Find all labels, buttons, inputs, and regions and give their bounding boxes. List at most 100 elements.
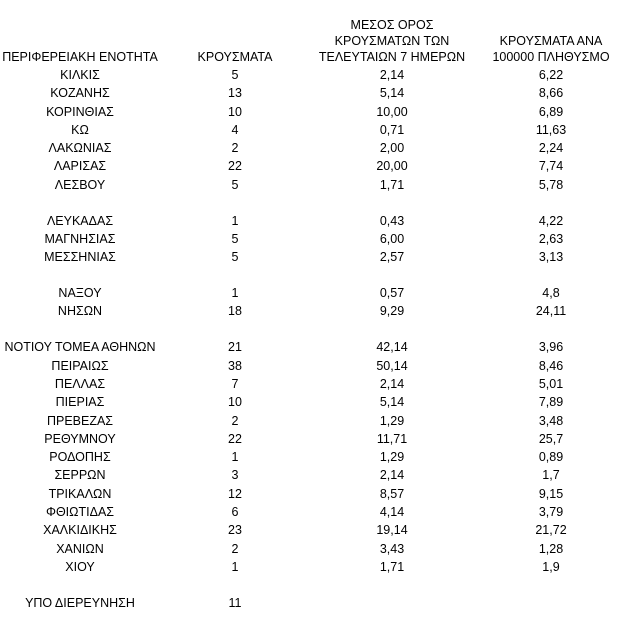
header-avg7-line: ΚΡΟΥΣΜΑΤΩΝ ΤΩΝ: [334, 34, 450, 48]
cases-cell: 5: [231, 177, 239, 192]
cases-cell: 21: [228, 340, 242, 355]
avg7-cell: 1,71: [379, 177, 405, 192]
cases-cell: 1: [231, 213, 239, 228]
avg7-cell: 5,14: [379, 395, 405, 410]
region-cell: ΝΗΣΩΝ: [57, 304, 103, 319]
cases-cell: 7: [231, 376, 239, 391]
per100k-cell: 21,72: [535, 523, 567, 538]
cases-cell: 38: [228, 358, 242, 373]
table-row: ΚΩ 4 0,71 11,63: [0, 121, 624, 139]
per100k-cell: 2,63: [538, 231, 564, 246]
avg7-cell: 8,57: [379, 486, 405, 501]
header-per100k: ΚΡΟΥΣΜΑΤΑ ΑΝΑ 100000 ΠΛΗΘΥΣΜΟ: [478, 33, 624, 65]
avg7-cell: 10,00: [376, 104, 408, 119]
region-cell: ΧΑΛΚΙΔΙΚΗΣ: [43, 523, 117, 538]
region-cell: ΜΕΣΣΗΝΙΑΣ: [44, 250, 116, 265]
avg7-cell: 4,14: [379, 505, 405, 520]
avg7-cell: 11,71: [376, 431, 408, 446]
table-row: ΧΑΛΚΙΔΙΚΗΣ 23 19,14 21,72: [0, 521, 624, 539]
cases-cell: 10: [228, 104, 242, 119]
table-row: ΝΟΤΙΟΥ ΤΟΜΕΑ ΑΘΗΝΩΝ 21 42,14 3,96: [0, 338, 624, 356]
region-cell: ΚΟΖΑΝΗΣ: [50, 86, 110, 101]
avg7-cell: 1,29: [379, 450, 405, 465]
table-row: ΣΕΡΡΩΝ 3 2,14 1,7: [0, 466, 624, 484]
region-cell: ΝΟΤΙΟΥ ΤΟΜΕΑ ΑΘΗΝΩΝ: [4, 340, 156, 355]
header-cases-line: ΚΡΟΥΣΜΑΤΑ: [197, 50, 273, 64]
avg7-cell: 20,00: [376, 159, 408, 174]
region-cell: ΣΕΡΡΩΝ: [54, 468, 106, 483]
region-cell: ΧΙΟΥ: [65, 559, 95, 574]
header-avg7-line: ΤΕΛΕΥΤΑΙΩΝ 7 ΗΜΕΡΩΝ: [318, 50, 466, 64]
per100k-cell: 24,11: [535, 304, 567, 319]
header-per100k-line: ΚΡΟΥΣΜΑΤΑ ΑΝΑ: [499, 34, 603, 48]
cases-cell: 1: [231, 450, 239, 465]
table-row: ΚΙΛΚΙΣ 5 2,14 6,22: [0, 66, 624, 84]
header-per100k-line: 100000 ΠΛΗΘΥΣΜΟ: [492, 50, 610, 64]
table-row: ΠΕΙΡΑΙΩΣ 38 50,14 8,46: [0, 357, 624, 375]
cases-cell: 10: [228, 395, 242, 410]
cases-cell: 23: [228, 523, 242, 538]
per100k-cell: 2,24: [538, 141, 564, 156]
region-cell: ΝΑΞΟΥ: [58, 286, 102, 301]
region-cell: ΥΠΟ ΔΙΕΡΕΥΝΗΣΗ: [25, 595, 135, 610]
avg7-cell: 3,43: [379, 541, 405, 556]
per100k-cell: 6,22: [538, 68, 564, 82]
avg7-cell: 2,14: [379, 68, 405, 82]
table-row: ΡΕΘΥΜΝΟΥ 22 11,71 25,7: [0, 430, 624, 448]
avg7-cell: 2,00: [379, 141, 405, 156]
cases-cell: 4: [231, 122, 239, 137]
table-row: ΧΑΝΙΩΝ 2 3,43 1,28: [0, 540, 624, 558]
header-avg7: ΜΕΣΟΣ ΟΡΟΣ ΚΡΟΥΣΜΑΤΩΝ ΤΩΝ ΤΕΛΕΥΤΑΙΩΝ 7 ΗΜΕ…: [312, 17, 472, 65]
per100k-cell: 3,48: [538, 413, 564, 428]
avg7-cell: 50,14: [376, 358, 408, 373]
avg7-cell: 0,71: [379, 122, 405, 137]
per100k-cell: 3,96: [538, 340, 564, 355]
avg7-cell: 42,14: [376, 340, 408, 355]
cases-cell: 18: [228, 304, 242, 319]
table-row: ΜΑΓΝΗΣΙΑΣ 5 6,00 2,63: [0, 230, 624, 248]
row-spacer: [0, 576, 624, 594]
per100k-cell: 5,78: [538, 177, 564, 192]
per100k-cell: 1,9: [542, 559, 560, 574]
header-avg7-line: ΜΕΣΟΣ ΟΡΟΣ: [350, 18, 434, 32]
cases-cell: 22: [228, 431, 242, 446]
cases-cell: 22: [228, 159, 242, 174]
region-cell: ΦΘΙΩΤΙΔΑΣ: [45, 505, 115, 520]
header-region-line: ΠΕΡΙΦΕΡΕΙΑΚΗ ΕΝΟΤΗΤΑ: [2, 50, 158, 64]
table-row: ΦΘΙΩΤΙΔΑΣ 6 4,14 3,79: [0, 503, 624, 521]
region-cell: ΠΙΕΡΙΑΣ: [55, 395, 105, 410]
per100k-cell: 3,13: [538, 250, 564, 265]
per100k-cell: 7,89: [538, 395, 564, 410]
cases-cell: 1: [231, 559, 239, 574]
cases-cell: 13: [228, 86, 242, 101]
table-row: ΚΟΡΙΝΘΙΑΣ 10 10,00 6,89: [0, 103, 624, 121]
table-row: ΛΑΚΩΝΙΑΣ 2 2,00 2,24: [0, 139, 624, 157]
region-cell: ΚΟΡΙΝΘΙΑΣ: [46, 104, 114, 119]
per100k-cell: 9,15: [538, 486, 564, 501]
per100k-cell: 3,79: [538, 505, 564, 520]
region-cell: ΤΡΙΚΑΛΩΝ: [48, 486, 112, 501]
row-spacer: [0, 194, 624, 212]
region-cell: ΠΡΕΒΕΖΑΣ: [46, 413, 114, 428]
cases-table-body: ΚΙΛΚΙΣ 5 2,14 6,22 ΚΟΖΑΝΗΣ 13 5,14 8,66 ΚΟΡΙΝΘΙΑ…: [0, 66, 624, 612]
avg7-cell: 2,14: [379, 376, 405, 391]
table-row: ΠΙΕΡΙΑΣ 10 5,14 7,89: [0, 393, 624, 411]
cases-cell: 2: [231, 141, 239, 156]
region-cell: ΜΑΓΝΗΣΙΑΣ: [44, 231, 116, 246]
table-row: ΠΡΕΒΕΖΑΣ 2 1,29 3,48: [0, 412, 624, 430]
row-spacer: [0, 267, 624, 285]
per100k-cell: 1,28: [538, 541, 564, 556]
avg7-cell: 5,14: [379, 86, 405, 101]
cases-cell: 2: [231, 541, 239, 556]
per100k-cell: 5,01: [538, 376, 564, 391]
region-cell: ΡΕΘΥΜΝΟΥ: [44, 431, 116, 446]
per100k-cell: 4,22: [538, 213, 564, 228]
cases-cell: 5: [231, 68, 239, 82]
cases-cell: 5: [231, 231, 239, 246]
cases-cell: 1: [231, 286, 239, 301]
cases-cell: 5: [231, 250, 239, 265]
avg7-cell: 0,43: [379, 213, 405, 228]
table-row: ΛΕΥΚΑΔΑΣ 1 0,43 4,22: [0, 212, 624, 230]
region-cell: ΚΙΛΚΙΣ: [60, 68, 100, 82]
row-spacer: [0, 321, 624, 339]
